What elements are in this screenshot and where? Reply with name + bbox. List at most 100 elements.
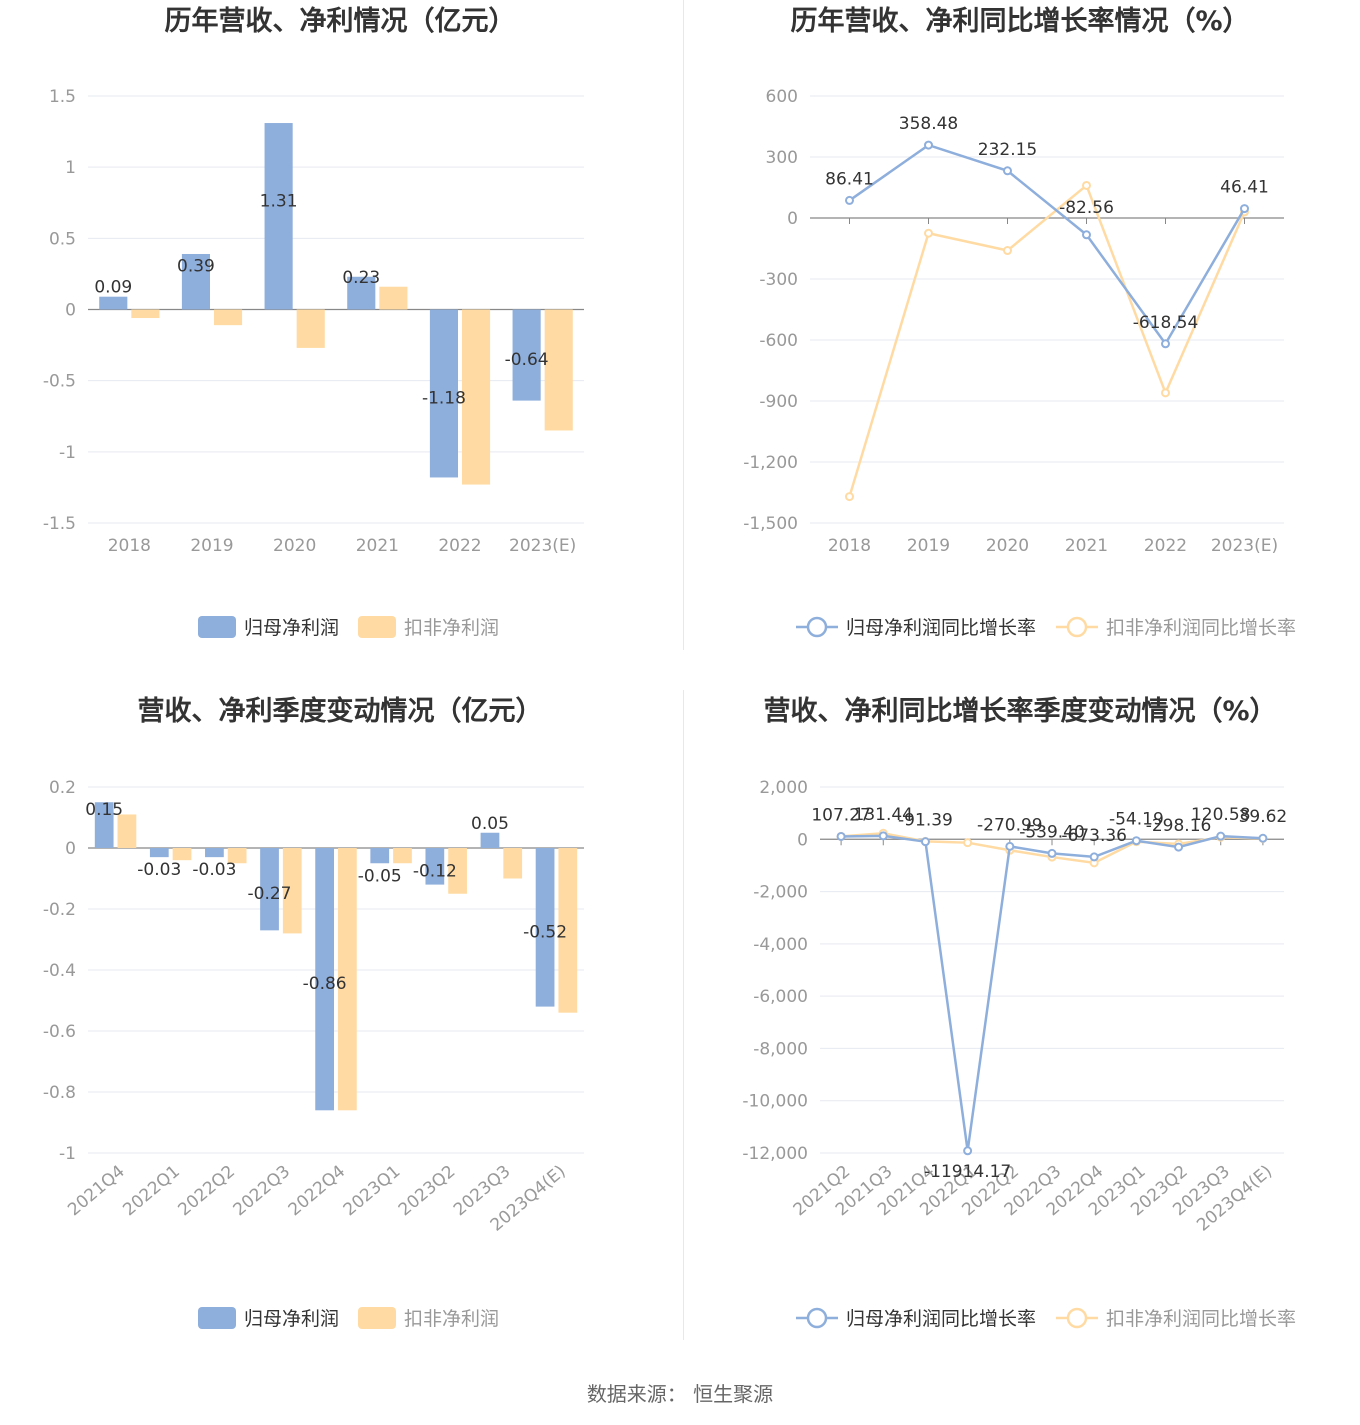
x-tick-label: 2020 [986, 536, 1029, 556]
y-tick-label: -10,000 [742, 1092, 808, 1112]
bar-non-recurring-net-profit [296, 309, 325, 348]
x-tick-label: 2022 [1144, 536, 1187, 556]
data-point [924, 228, 933, 238]
bar-parent-net-profit [205, 848, 224, 858]
y-tick-label: -0.5 [43, 372, 76, 392]
y-tick-label: -900 [759, 392, 798, 412]
data-source: 数据来源： 恒生聚源 [586, 1382, 774, 1406]
y-tick-label: -2,000 [753, 883, 808, 903]
legend-swatch [198, 616, 236, 638]
x-tick-label: 2023(E) [509, 536, 576, 556]
bar-parent-net-profit [99, 296, 128, 310]
chart-title: 历年营收、净利情况（亿元） [164, 6, 516, 37]
bar-non-recurring-net-profit [172, 848, 192, 861]
x-tick-label: 2020 [273, 536, 316, 556]
data-label: -1.18 [422, 388, 466, 408]
data-point [1047, 848, 1057, 858]
bar-non-recurring-net-profit [338, 848, 357, 1111]
y-tick-label: 0 [797, 830, 808, 850]
x-tick-label: 2021 [1065, 536, 1108, 556]
data-label: 120.58 [1191, 805, 1250, 825]
annual-profit-chart: 历年营收、净利情况（亿元） 1.5 1 0.5 0 -0.5 -1 -1.5 2018 2019… [0, 0, 680, 690]
legend-item: 归母净利润 [198, 616, 339, 639]
bar-parent-net-profit [264, 123, 293, 310]
data-label: 39.62 [1239, 807, 1288, 827]
data-point [1161, 388, 1170, 398]
data-label: 0.15 [85, 800, 123, 820]
bar-non-recurring-net-profit [448, 848, 467, 894]
legend-item: 归母净利润 [198, 1307, 339, 1330]
y-tick-label: -12,000 [742, 1144, 808, 1164]
data-label: 0.23 [342, 268, 380, 288]
data-point [1003, 246, 1012, 256]
legend-item: 归母净利润同比增长率 [796, 616, 1036, 639]
legend-label: 归母净利润 [244, 1308, 339, 1330]
data-label: 0.05 [471, 814, 509, 834]
data-label: -0.12 [413, 861, 457, 881]
data-point [1005, 841, 1015, 851]
data-label: 232.15 [978, 140, 1037, 160]
data-point [1082, 230, 1091, 240]
annual-growth-chart: 历年营收、净利同比增长率情况（%） 600 300 0 -300 -600 -900 -1,… [680, 0, 1360, 690]
x-tick-label: 2023(E) [1211, 536, 1278, 556]
data-point [920, 837, 930, 847]
chart-canvas: 0.2 0 -0.2 -0.4 -0.6 -0.8 -12021Q42022Q12022Q2… [43, 778, 584, 1330]
legend-label: 扣非净利润同比增长率 [1106, 1308, 1296, 1330]
y-tick-label: 0 [787, 209, 798, 229]
data-label: -82.56 [1059, 198, 1114, 218]
legend-marker [806, 1307, 828, 1329]
y-tick-label: -1 [59, 1144, 76, 1164]
data-point [836, 831, 846, 841]
data-point [1131, 836, 1141, 846]
y-tick-label: 0.5 [49, 229, 76, 249]
data-label: 0.39 [177, 257, 215, 277]
legend-marker [806, 616, 828, 638]
bar-non-recurring-net-profit [282, 848, 302, 934]
y-tick-label: 0.2 [49, 778, 76, 798]
data-point [845, 195, 854, 205]
y-tick-label: -300 [759, 270, 798, 290]
data-label: 0.09 [94, 278, 132, 298]
bar-parent-net-profit [149, 848, 169, 858]
y-tick-label: -4,000 [753, 935, 808, 955]
legend-item: 归母净利润同比增长率 [796, 1307, 1036, 1330]
data-label: 1.31 [260, 191, 298, 211]
bar-non-recurring-net-profit [379, 286, 408, 310]
bar-non-recurring-net-profit [558, 848, 578, 1013]
legend-item: 扣非净利润 [358, 1307, 499, 1330]
data-label: 86.41 [825, 169, 874, 189]
data-label: 107.27 [811, 805, 870, 825]
data-point [1174, 842, 1184, 852]
x-tick-label: 2022Q3 [230, 1162, 295, 1221]
x-tick-label: 2019 [907, 536, 950, 556]
data-label: 46.41 [1220, 178, 1269, 198]
x-tick-label: 2023Q1 [340, 1162, 405, 1221]
legend-item: 扣非净利润同比增长率 [1056, 1307, 1296, 1330]
x-tick-label: 2022Q4 [285, 1162, 350, 1221]
data-point [924, 140, 933, 150]
x-tick-label: 2021 [356, 536, 399, 556]
bar-parent-net-profit [181, 253, 210, 310]
y-tick-label: -1.5 [43, 514, 76, 534]
legend-label: 归母净利润 [244, 617, 339, 639]
legend-label: 扣非净利润 [404, 617, 499, 639]
x-tick-label: 2022Q2 [174, 1162, 239, 1221]
divider [683, 690, 684, 1340]
data-label: -270.99 [977, 815, 1043, 835]
data-label: -0.64 [505, 350, 549, 370]
chart-title: 历年营收、净利同比增长率情况（%） [790, 6, 1250, 37]
data-label: -298.16 [1146, 816, 1212, 836]
y-tick-label: 600 [766, 87, 798, 107]
chart-canvas: 2,000 0 -2,000 -4,000 -6,000 -8,000 -10,000 -12… [742, 778, 1296, 1330]
y-tick-label: -1,200 [743, 453, 798, 473]
data-label: -0.05 [358, 866, 402, 886]
bar-parent-net-profit [512, 309, 541, 401]
chart-canvas: 600 300 0 -300 -600 -900 -1,200 -1,500 2018 2019 2… [743, 87, 1296, 639]
data-label: -0.52 [523, 922, 567, 942]
bar-parent-net-profit [429, 309, 458, 478]
data-point [1003, 166, 1012, 176]
bar-parent-net-profit [425, 848, 445, 885]
series-line [848, 183, 1246, 497]
data-point [1089, 852, 1099, 862]
data-label: -539.40 [1019, 822, 1085, 842]
